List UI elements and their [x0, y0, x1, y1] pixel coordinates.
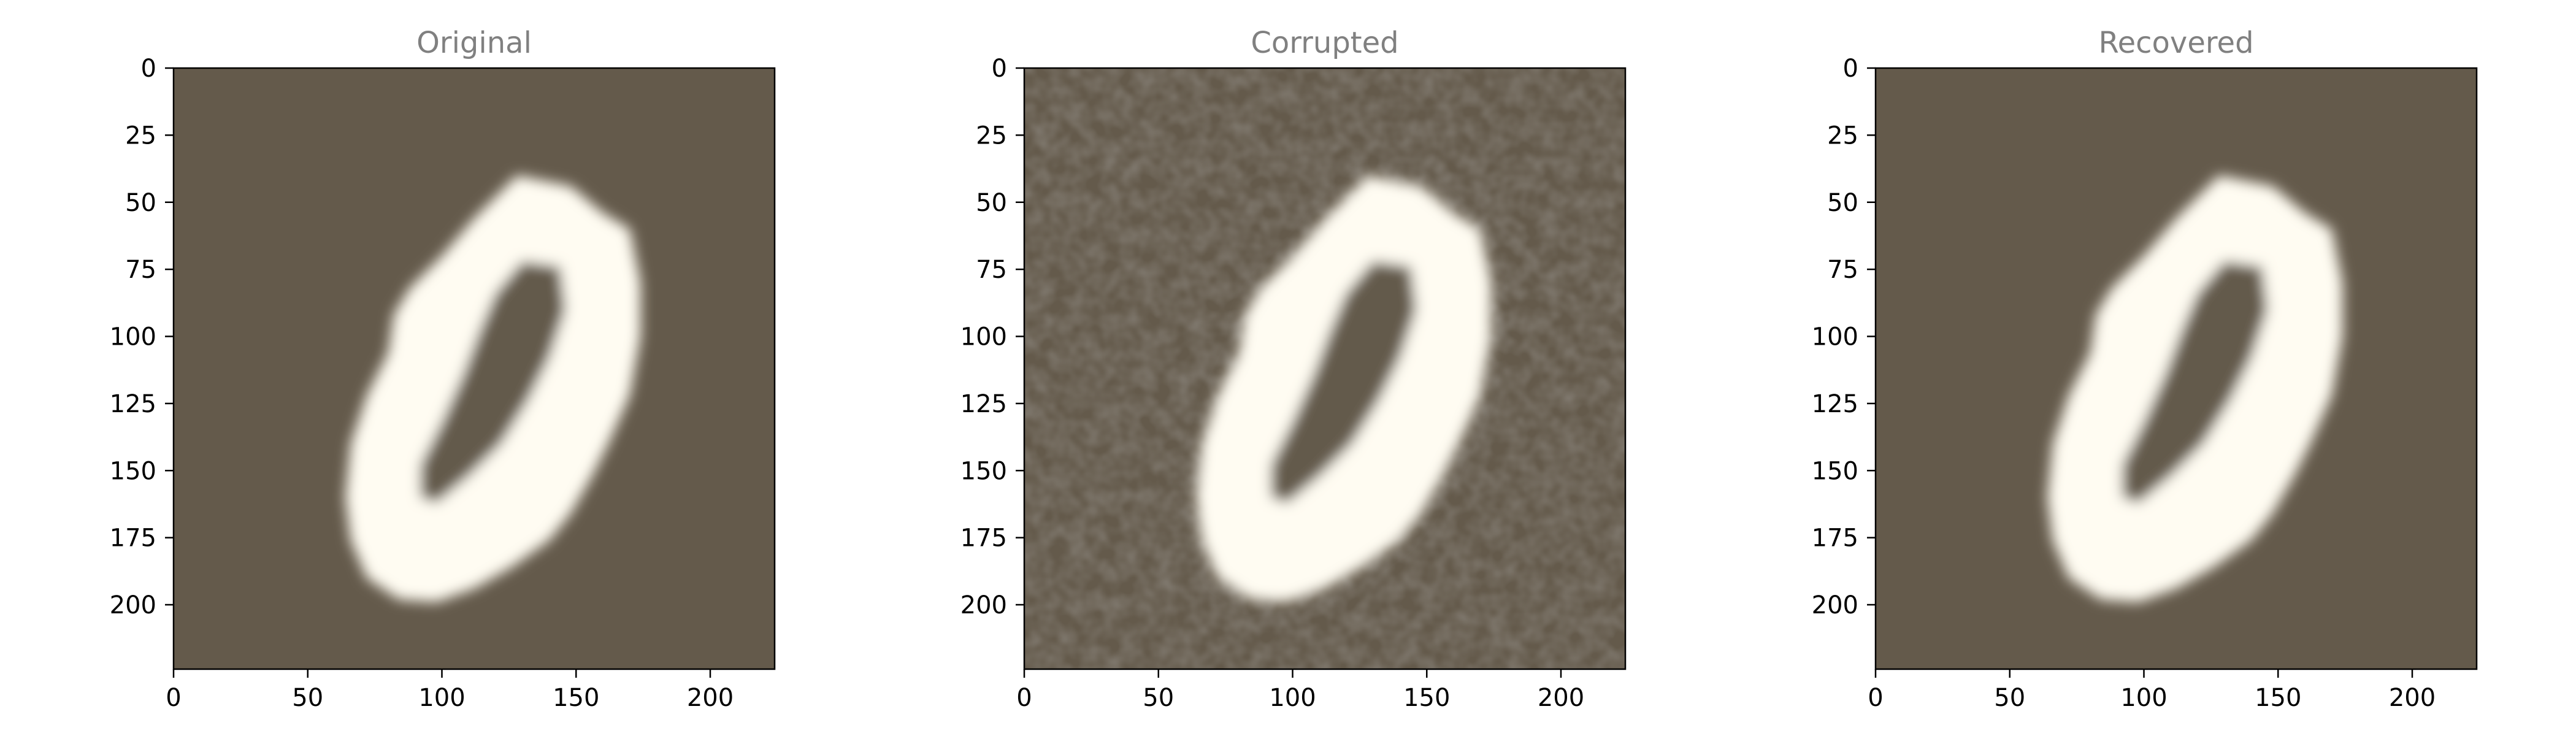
x-tick-label: 200 — [2389, 684, 2436, 712]
y-tick-label: 200 — [110, 591, 156, 619]
x-tick-label: 50 — [292, 684, 323, 712]
y-tick-label: 175 — [960, 524, 1007, 553]
y-tick-label: 25 — [125, 121, 156, 150]
x-tick-label: 200 — [687, 684, 734, 712]
x-tick-label: 200 — [1538, 684, 1584, 712]
y-tick-label: 75 — [1827, 256, 1858, 284]
y-tick-label: 50 — [1827, 189, 1858, 217]
y-tick-label: 75 — [125, 256, 156, 284]
panel-title: Original — [416, 26, 532, 60]
y-tick-label: 125 — [110, 390, 156, 418]
panel-title: Recovered — [2098, 26, 2253, 60]
y-tick-label: 175 — [110, 524, 156, 553]
x-tick-label: 50 — [1994, 684, 2025, 712]
axes-frame — [1874, 67, 2478, 670]
digit-zero — [345, 175, 641, 602]
x-tick-label: 50 — [1143, 684, 1174, 712]
digit-zero — [1196, 175, 1492, 602]
axes-frame — [172, 67, 776, 670]
y-tick-label: 50 — [125, 189, 156, 217]
y-tick-label: 150 — [110, 457, 156, 485]
digit-hole — [1271, 261, 1416, 503]
digit-hole — [420, 261, 565, 503]
x-tick-label: 150 — [553, 684, 599, 712]
y-tick-label: 25 — [976, 121, 1007, 150]
y-tick-label: 100 — [110, 323, 156, 351]
panel-title: Corrupted — [1251, 26, 1398, 60]
x-tick-label: 100 — [1269, 684, 1316, 712]
y-tick-label: 125 — [960, 390, 1007, 418]
panel-3: Recovered 0 50 100 150 200 0 25 50 75 100 125 150 175… — [1812, 26, 2478, 712]
image-area — [174, 68, 775, 669]
x-tick-label: 0 — [166, 684, 181, 712]
y-tick-label: 175 — [1812, 524, 1858, 553]
y-tick-label: 125 — [1812, 390, 1858, 418]
x-tick-label: 100 — [418, 684, 465, 712]
image-area — [1876, 68, 2477, 669]
digit-hole — [2122, 261, 2267, 503]
x-tick-label: 0 — [1868, 684, 1883, 712]
image-area — [1024, 68, 1625, 669]
y-tick-label: 75 — [976, 256, 1007, 284]
y-tick-label: 0 — [1843, 55, 1858, 83]
y-tick-label: 200 — [1812, 591, 1858, 619]
y-tick-label: 200 — [960, 591, 1007, 619]
x-tick-label: 0 — [1016, 684, 1032, 712]
y-tick-label: 0 — [141, 55, 156, 83]
axes-frame — [1023, 67, 1627, 670]
y-tick-label: 150 — [1812, 457, 1858, 485]
panel-1: Original 0 50 100 150 200 0 25 50 75 100 125 150 175 2… — [110, 26, 776, 712]
y-tick-label: 50 — [976, 189, 1007, 217]
y-tick-label: 0 — [992, 55, 1007, 83]
x-tick-label: 150 — [1403, 684, 1450, 712]
panel-2: Corrupted 0 50 100 150 200 0 25 50 75 100 125 150 175… — [960, 26, 1627, 712]
digit-zero — [2047, 175, 2343, 602]
x-tick-label: 100 — [2120, 684, 2167, 712]
y-tick-label: 100 — [1812, 323, 1858, 351]
x-tick-label: 150 — [2255, 684, 2301, 712]
y-tick-label: 100 — [960, 323, 1007, 351]
y-tick-label: 25 — [1827, 121, 1858, 150]
panels: Original 0 50 100 150 200 0 25 50 75 100 125 150 175 2… — [110, 26, 2478, 712]
y-tick-label: 150 — [960, 457, 1007, 485]
